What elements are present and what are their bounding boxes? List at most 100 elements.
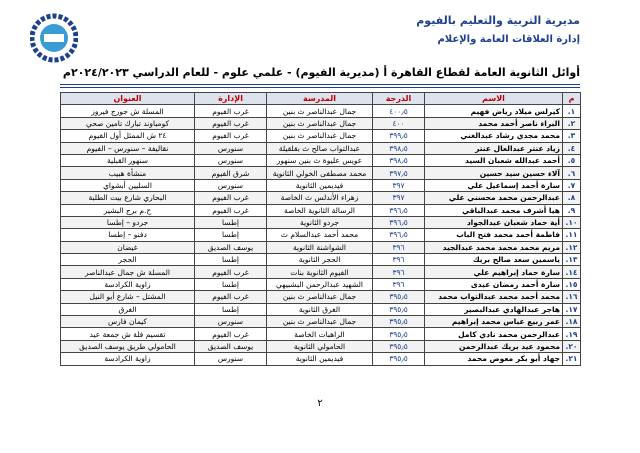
table-row: ٥. أحمد عبدالله شعبان السيد ٣٩٨٫٥ عويس عليو… (60, 153, 581, 168)
table-cell: المشتل – شارع أبو النيل (60, 290, 195, 304)
table-cell: سارة أحمد إسماعيل علي (424, 178, 563, 193)
table-row: ٨. عبدالرحمن محمد محسني علي ٣٩٧ زهراء الأند… (60, 191, 581, 205)
rule (60, 84, 580, 88)
table-cell: عبدالرحمن محمد نادي كامل (424, 327, 563, 341)
table-cell: ١٤. (562, 265, 581, 279)
table-cell: ١٦. (562, 290, 581, 304)
table-cell: الشواشنة الثانوية (266, 240, 373, 255)
table-cell: إطسا (194, 253, 267, 267)
table-row: ٦. آلاء حسين سيد حسين ٣٩٧٫٥ محمد مصطفى الخو… (60, 166, 581, 180)
table-row: ١٧. هاجر عبدالهادي عبدالبصير ٣٩٥٫٥ الغرق ال… (60, 302, 581, 317)
table-cell: إطسا (194, 277, 267, 292)
table-cell: ٣٩٧ (372, 178, 425, 193)
table-row: ١٣. ياسمين سعد صالح بريك ٣٩٦ الحجر الثانوية… (60, 253, 581, 267)
header-row: م الاسم الدرجة المدرسة الإدارة العنوان (60, 91, 581, 106)
table-cell: ١٢. (562, 240, 581, 255)
table-cell: سنورس (194, 178, 267, 193)
table-cell: سنهور القبلية (60, 153, 195, 168)
table-cell: هيا أشرف محمد عبدالباقي (424, 203, 563, 217)
table-cell: إطسا (194, 302, 267, 317)
table-cell: إطسا (194, 228, 267, 242)
table-cell: أحمد عبدالله شعبان السيد (424, 153, 563, 168)
table-cell: ٣٩٦٫٥ (372, 203, 425, 217)
table-cell: سنورس (194, 141, 267, 155)
table-cell: ٣٩٥٫٥ (372, 327, 425, 341)
table-cell: ٣٩٨٫٥ (372, 153, 425, 168)
table-cell: ٨. (562, 191, 581, 205)
column-header: العنوان (60, 91, 195, 106)
table-cell: محمد أحمد عبدالسلام ث (266, 228, 373, 242)
table-cell: الراهبات الخاصة (266, 327, 373, 341)
table-cell: ٢١. (562, 352, 581, 366)
table-cell: الحامولي الثانوية (266, 339, 373, 354)
table-cell: ١٨. (562, 315, 581, 329)
table-cell: جردو – إطسا (60, 215, 195, 230)
column-header: الإدارة (194, 91, 267, 106)
table-cell: ٣٩٦٫٥ (372, 228, 425, 242)
table-cell: أية حماد شعبان عبدالجواد (424, 215, 563, 230)
table-cell: غرب الفيوم (194, 265, 267, 279)
table-row: ١٠. أية حماد شعبان عبدالجواد ٣٩٦٫٥ جردو الث… (60, 215, 581, 230)
table-cell: محمد مصطفى الخولي الثانوية (266, 166, 373, 180)
table-cell: زاوية الكرادسة (60, 352, 195, 366)
table-cell: منشأة هبيب (60, 166, 195, 180)
table-cell: البراء ناصر أحمد محمد (424, 116, 563, 131)
table-cell: هاجر عبدالهادي عبدالبصير (424, 302, 563, 317)
table-cell: ٣٩٧ (372, 191, 425, 205)
table-cell: فيديمين الثانوية (266, 178, 373, 193)
table-cell: عبدالتواب صالح ث بقلقيلة (266, 141, 373, 155)
table-cell: جمال عبدالناصر ث بنين (266, 290, 373, 304)
table-cell: الغرق (60, 302, 195, 317)
table-cell: ٣٩٩٫٥ (372, 129, 425, 143)
table-row: ١٨. عمر ربيع عباس محمد إبراهيم ٣٩٥٫٥ جمال ع… (60, 315, 581, 329)
table-cell: زياد عنتر عبدالعال عنتر (424, 141, 563, 155)
table-row: ١. كيرلس ميلاد رياض فهيم ٤٠٠٫٥ جمال عبدالنا… (60, 104, 581, 118)
table-cell: شرق الفيوم (194, 166, 267, 180)
table-cell: يوسف الصديق (194, 240, 267, 255)
table-cell: ٣٩٦ (372, 253, 425, 267)
table-row: ٢٠. محمود عيد بريك عبدالرحمن ٣٩٥٫٥ الحامولي… (60, 339, 581, 354)
table-cell: غرب الفيوم (194, 203, 267, 217)
table-cell: عمر ربيع عباس محمد إبراهيم (424, 315, 563, 329)
title: أوائل الثانوية العامة لقطاع القاهرة أ (م… (62, 66, 580, 79)
table-cell: مريم محمد محمد محمد عبدالجيد (424, 240, 563, 255)
table-cell: محمد أحمد محمد عبدالتواب محمد (424, 290, 563, 304)
table-cell: عبدالرحمن محمد محسني علي (424, 191, 563, 205)
table-cell: ٣٩٥٫٥ (372, 315, 425, 329)
table-cell: سارة حماد إبراهيم علي (424, 265, 563, 279)
table-cell: جهاد أبو بكر معوض محمد (424, 352, 563, 366)
table-cell: زاوية الكرادسة (60, 277, 195, 292)
logo (30, 13, 78, 63)
table-cell: الفيوم الثانوية بنات (266, 265, 373, 279)
table-row: ٧. سارة أحمد إسماعيل علي ٣٩٧ فيديمين الثانو… (60, 178, 581, 193)
table-cell: ١٩. (562, 327, 581, 341)
table-row: ٤. زياد عنتر عبدالعال عنتر ٣٩٨٫٥ عبدالتواب … (60, 141, 581, 155)
table-cell: ٢٠. (562, 339, 581, 354)
table-row: ١٦. محمد أحمد محمد عبدالتواب محمد ٣٩٥٫٥ جما… (60, 290, 581, 304)
table-cell: ٣٩٥٫٥ (372, 352, 425, 366)
column-header: الدرجة (372, 91, 425, 106)
table-cell: الحجر الثانوية (266, 253, 373, 267)
table-cell: ٣٩٦ (372, 240, 425, 255)
table-cell: الشهيد عبدالرحمن البشبيهي (266, 277, 373, 292)
table-cell: محمد مجدي رشاد عبدالغني (424, 129, 563, 143)
table-cell: محمود عيد بريك عبدالرحمن (424, 339, 563, 354)
table-cell: الحامولي طريق يوسف الصديق (60, 339, 195, 354)
table-cell: ١١. (562, 228, 581, 242)
directorate: مديرية التربية والتعليم بالفيوم (416, 14, 580, 27)
table-cell: سنورس (194, 153, 267, 168)
table-cell: ٣٩٦ (372, 277, 425, 292)
table-cell: البحاري شارع بيت الطلبة (60, 191, 195, 205)
table-cell: المسلة ش جمال عبدالناصر (60, 265, 195, 279)
table-cell: ٢. (562, 116, 581, 131)
table-cell: دفنو – إطسا (60, 228, 195, 242)
table-cell: ٩. (562, 203, 581, 217)
table-cell: ٤٠٠٫٥ (372, 104, 425, 118)
table-cell: ١. (562, 104, 581, 118)
table-cell: ٤. (562, 141, 581, 155)
table-cell: ١٠. (562, 215, 581, 230)
table-cell: ١٣. (562, 253, 581, 267)
table-cell: ١٧. (562, 302, 581, 317)
table-cell: ٣٩٥٫٥ (372, 339, 425, 354)
